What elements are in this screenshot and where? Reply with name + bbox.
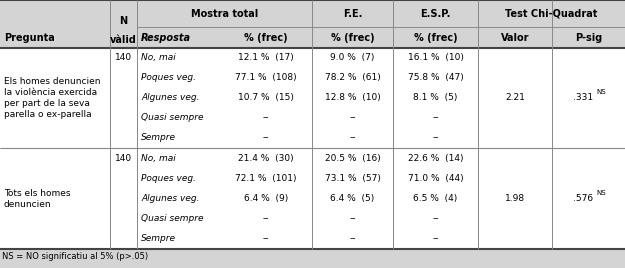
Text: 78.2 %  (61): 78.2 % (61) [324,73,381,82]
Text: 22.6 %  (14): 22.6 % (14) [408,154,463,163]
Text: .576: .576 [574,194,594,203]
Text: .331: .331 [574,93,594,102]
Text: 6.4 %  (9): 6.4 % (9) [244,194,288,203]
Text: NS: NS [597,89,606,95]
Text: 8.1 %  (5): 8.1 % (5) [413,93,458,102]
Text: Tots els homes
denuncien: Tots els homes denuncien [4,189,71,209]
Text: No, mai: No, mai [141,53,176,62]
Text: Pregunta: Pregunta [4,32,55,43]
Text: 21.4 %  (30): 21.4 % (30) [238,154,294,163]
Text: N: N [119,16,127,26]
Text: 12.1 %  (17): 12.1 % (17) [238,53,294,62]
Text: Sempre: Sempre [141,234,176,244]
Text: --: -- [262,113,269,122]
Text: Resposta: Resposta [141,32,191,43]
Text: % (frec): % (frec) [414,32,458,43]
Text: --: -- [432,113,439,122]
Text: Poques veg.: Poques veg. [141,174,196,183]
Text: P-sig: P-sig [575,32,602,43]
Text: 6.4 %  (5): 6.4 % (5) [331,194,374,203]
Text: Algunes veg.: Algunes veg. [141,194,199,203]
Text: --: -- [262,214,269,224]
Text: Els homes denuncien
la violència exercida
per part de la seva
parella o ex-parel: Els homes denuncien la violència exercid… [4,77,101,119]
Text: 10.7 %  (15): 10.7 % (15) [238,93,294,102]
Text: No, mai: No, mai [141,154,176,163]
Text: 71.0 %  (44): 71.0 % (44) [408,174,463,183]
Text: 6.5 %  (4): 6.5 % (4) [413,194,458,203]
Text: 73.1 %  (57): 73.1 % (57) [324,174,381,183]
Text: --: -- [349,133,356,143]
Text: Mostra total: Mostra total [191,9,258,18]
Text: Test Chi-Quadrat: Test Chi-Quadrat [505,9,598,18]
Text: Valor: Valor [501,32,529,43]
Text: --: -- [349,113,356,122]
Bar [0,149,625,249]
Text: Algunes veg.: Algunes veg. [141,93,199,102]
Text: Quasi sempre: Quasi sempre [141,113,204,122]
Bar [0,48,625,148]
Text: 72.1 %  (101): 72.1 % (101) [235,174,297,183]
Text: --: -- [432,234,439,244]
Text: Sempre: Sempre [141,133,176,143]
Text: 140: 140 [115,154,132,163]
Text: 12.8 %  (10): 12.8 % (10) [324,93,381,102]
Text: --: -- [349,214,356,224]
Text: --: -- [349,234,356,244]
Text: 9.0 %  (7): 9.0 % (7) [331,53,375,62]
Text: Quasi sempre: Quasi sempre [141,214,204,224]
Text: 75.8 %  (47): 75.8 % (47) [408,73,463,82]
Text: E.S.P.: E.S.P. [421,9,451,18]
Text: --: -- [262,133,269,143]
Text: 140: 140 [115,53,132,62]
Text: --: -- [432,133,439,143]
Text: 16.1 %  (10): 16.1 % (10) [408,53,464,62]
Text: vàlid: vàlid [110,35,137,44]
Text: % (frec): % (frec) [331,32,374,43]
Text: 2.21: 2.21 [505,93,525,102]
Text: NS: NS [597,190,606,196]
Text: F.E.: F.E. [343,9,362,18]
Bar [0,148,625,149]
Bar [0,0,625,48]
Text: 77.1 %  (108): 77.1 % (108) [235,73,297,82]
Text: NS = NO significatiu al 5% (p>.05): NS = NO significatiu al 5% (p>.05) [2,252,148,261]
Text: % (frec): % (frec) [244,32,288,43]
Text: Poques veg.: Poques veg. [141,73,196,82]
Text: 20.5 %  (16): 20.5 % (16) [324,154,381,163]
Text: 1.98: 1.98 [505,194,525,203]
Text: --: -- [262,234,269,244]
Text: --: -- [432,214,439,224]
